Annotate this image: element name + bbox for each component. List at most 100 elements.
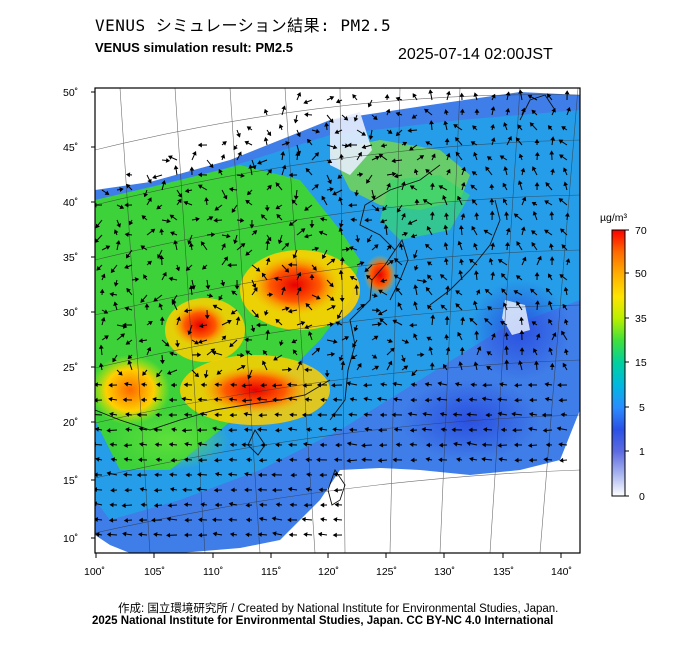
wind-arrow-head [395,442,400,448]
wind-arrow-head [334,502,339,508]
wind-arrow-head [287,426,293,432]
wind-arrow-head [548,347,554,352]
wind-arrow-head [168,276,173,282]
wind-arrow-head [393,274,399,280]
wind-arrow-head [468,397,473,403]
wind-arrow-head [490,137,496,142]
wind-arrow-head [391,158,396,164]
wind-arrow-head [258,457,263,463]
wind-arrow-head [429,120,434,125]
wind-arrow-head [426,336,432,342]
colorbar-tick: 1 [639,446,645,458]
wind-arrow-head [377,457,382,463]
wind-arrow-head [221,335,227,341]
wind-arrow-head [216,370,222,375]
wind-arrow-head [338,227,344,232]
wind-arrow-head [304,206,309,211]
wind-arrow-head [223,256,228,262]
wind-arrow-head [395,287,401,293]
wind-arrow-head [366,178,371,184]
wind-arrow-head [503,198,508,204]
wind-arrow-head [256,322,261,328]
wind-arrow-head [214,442,219,448]
wind-arrow-head [184,188,190,194]
wind-arrow-head [349,427,354,433]
wind-arrow-head [391,412,396,418]
wind-arrow-head [397,302,402,307]
wind-arrow-head [139,442,144,447]
wind-arrow-head [424,382,430,387]
wind-arrow-head [147,197,152,202]
wind-arrow-head [344,143,350,149]
wind-arrow-head [373,293,378,298]
wind-arrow-head [521,256,527,262]
wind-arrow-head [303,532,308,537]
wind-arrow-head [251,164,257,170]
wind-arrow-head [351,354,356,360]
wind-arrow-head [109,502,114,508]
lat-label: 45˚ [63,142,78,154]
wind-arrow-head [255,267,261,272]
wind-arrow-head [245,517,251,523]
wind-arrow-head [339,257,345,262]
wind-arrow-head [386,182,391,188]
wind-arrow-head [304,367,309,373]
wind-arrow-head [285,306,290,312]
wind-arrow-head [228,517,233,523]
wind-arrow-head [550,168,555,173]
wind-arrow-head [228,397,233,402]
wind-arrow-head [460,316,466,322]
wind-arrow-head [454,137,460,142]
wind-arrow-head [556,426,562,432]
wind-arrow-head [275,427,280,433]
wind-arrow-head [558,397,563,403]
wind-arrow-head [247,374,252,380]
wind-arrow-head [183,502,189,508]
wind-arrow-head [136,412,141,418]
wind-arrow-head [377,310,383,316]
wind-arrow-head [96,266,101,271]
wind-arrow-head [197,397,202,403]
wind-arrow-head [444,212,449,217]
wind-arrow-head [169,487,175,492]
wind-arrow-head [296,92,302,97]
wind-arrow-head [425,442,430,448]
wind-arrow-head [265,239,271,244]
wind-arrow-head [228,457,233,463]
wind-arrow-head [228,427,233,433]
wind-arrow-head [295,151,300,157]
wind-arrow-head [170,231,175,236]
wind-arrow-head [490,106,496,111]
wind-arrow-head [136,472,141,478]
wind-arrow-head [373,244,379,249]
wind-arrow-head [153,487,159,493]
wind-arrow-head [250,327,256,333]
wind-arrow-head [364,217,369,223]
wind-arrow-head [339,153,344,159]
wind-arrow-head [489,198,495,203]
wind-arrow-head [227,262,232,268]
wind-arrow-head [134,277,140,282]
wind-arrow-head [486,351,492,356]
wind-arrow-head [122,531,127,537]
wind-arrow-head [214,471,220,477]
wind-arrow-head [212,517,217,523]
wind-arrow-head [422,278,428,284]
wind-arrow-head [292,349,298,355]
wind-arrow-head [352,343,357,348]
wind-arrow-head [561,126,567,131]
wind-arrow-head [518,89,524,94]
wind-arrow-head [123,381,129,387]
wind-arrow-head [127,354,133,360]
wind-arrow-head [245,532,250,538]
wind-arrow-head [504,332,510,337]
wind-arrow-head [110,487,115,493]
wind-arrow-head [392,171,397,177]
wind-arrow-head [245,502,250,508]
wind-arrow-head [549,243,554,248]
wind-arrow-head [168,155,173,160]
wind-arrow-head [439,411,445,417]
wind-arrow-head [329,187,334,192]
wind-arrow-head [266,236,272,242]
wind-arrow-head [349,275,355,281]
